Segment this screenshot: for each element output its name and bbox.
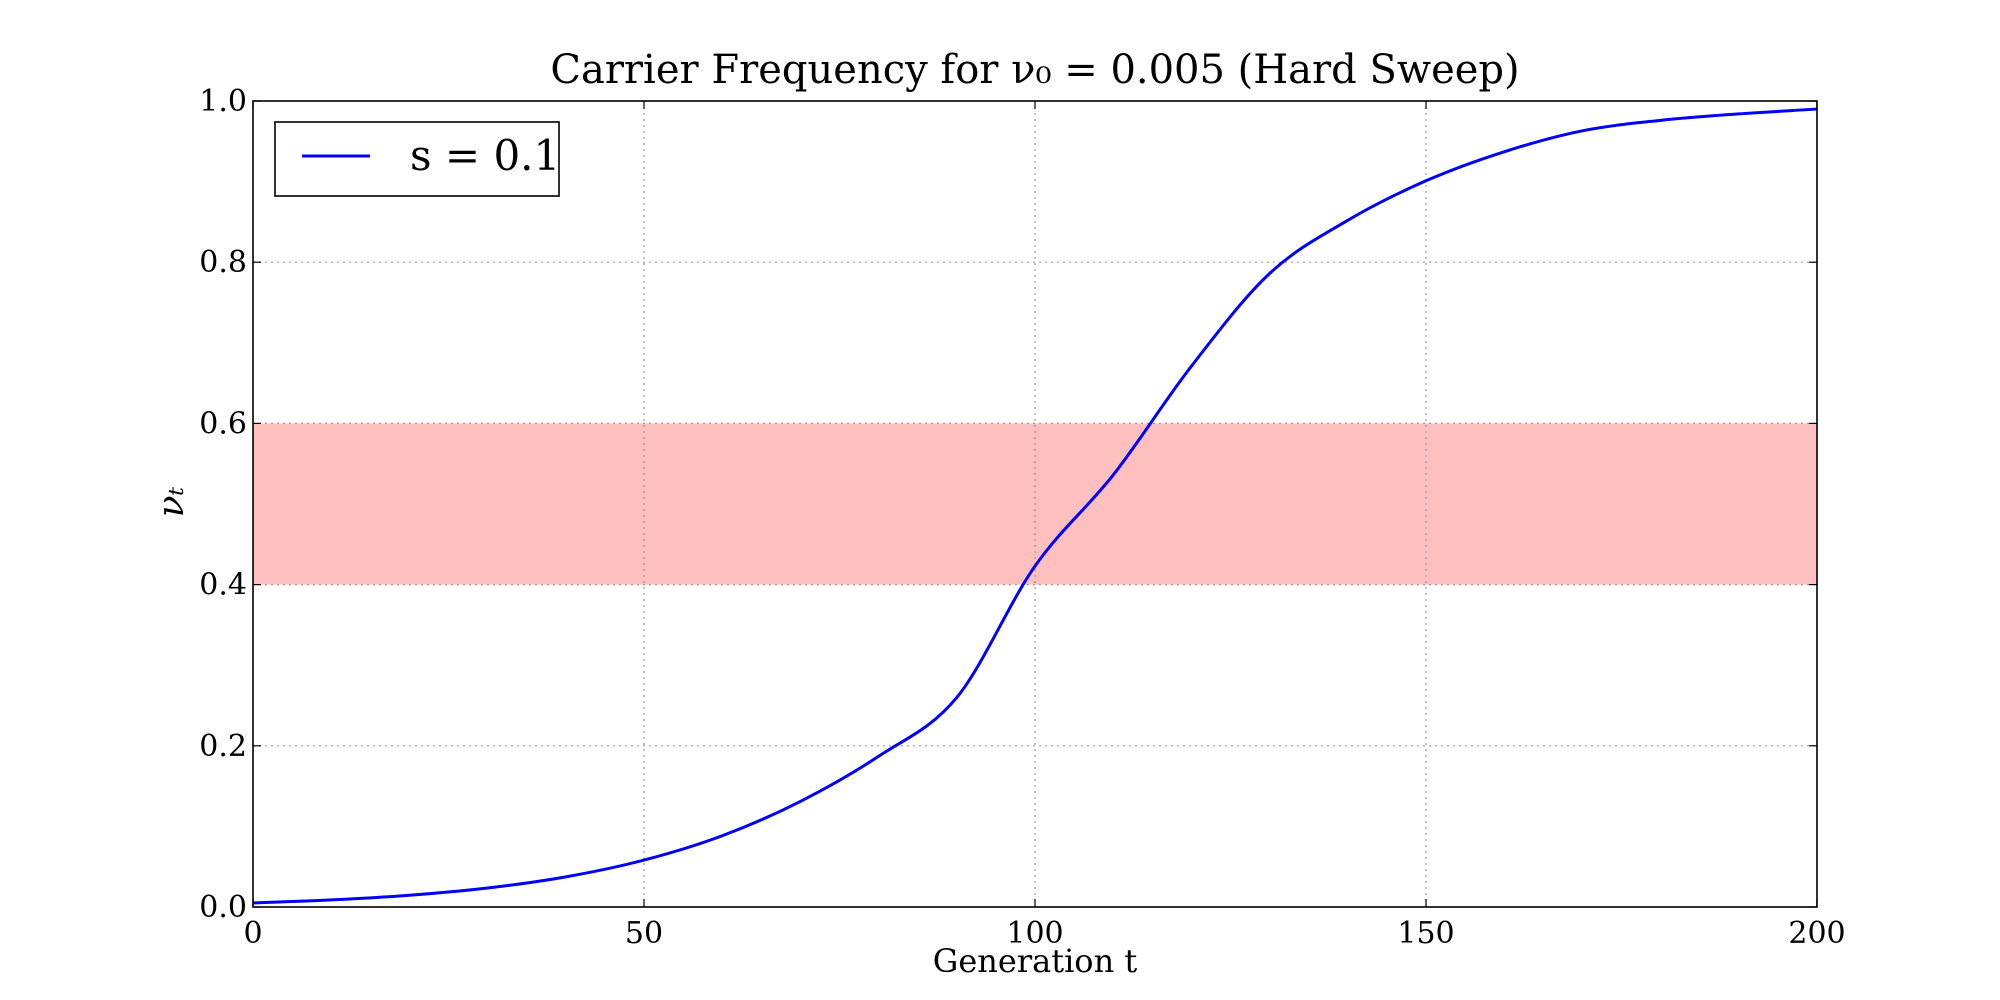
x-tick-label: 200 [1788, 916, 1845, 951]
legend-box [274, 121, 560, 197]
x-tick-label: 100 [1006, 916, 1063, 951]
x-tick-label: 150 [1397, 916, 1454, 951]
y-tick-label: 1.0 [199, 84, 247, 119]
legend: s = 0.1 [274, 121, 560, 197]
x-axis-label: Generation t [933, 942, 1138, 980]
chart-title: Carrier Frequency for ν₀ = 0.005 (Hard S… [550, 47, 1519, 93]
x-tick-label: 50 [625, 916, 663, 951]
x-tick-label: 0 [243, 916, 262, 951]
y-tick-label: 0.2 [199, 729, 247, 764]
y-axis-label: νₜ [151, 486, 192, 517]
series-line-s-0-1 [252, 107, 1818, 905]
legend-entry-label: s = 0.1 [410, 131, 560, 180]
y-tick-label: 0.0 [199, 890, 247, 925]
y-tick-label: 0.8 [199, 245, 247, 280]
y-tick-label: 0.6 [199, 406, 247, 441]
y-tick-label: 0.4 [199, 568, 247, 603]
